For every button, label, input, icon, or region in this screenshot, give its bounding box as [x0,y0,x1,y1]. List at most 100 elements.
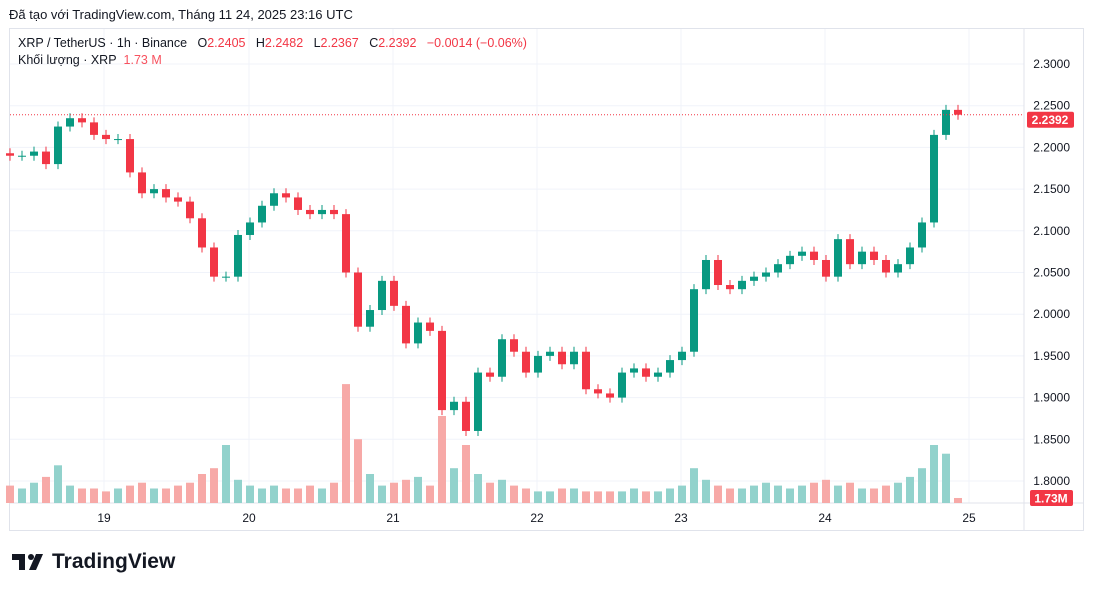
volume-bar [510,485,518,503]
volume-bar [822,479,830,503]
volume-bar [30,482,38,503]
volume-bar [162,488,170,503]
candle-body [498,339,506,377]
candle-body [54,126,62,165]
candle-body [378,280,386,311]
volume-bar [366,474,374,503]
x-tick-label: 20 [242,511,256,525]
candle-body [606,393,614,398]
volume-bar [606,491,614,503]
x-tick-label: 19 [97,511,111,525]
volume-bar [546,491,554,503]
candle-body [318,209,326,215]
candle-body [234,234,242,277]
volume-bar [762,482,770,503]
volume-bar [558,488,566,503]
candle-body [906,247,914,265]
candle-body [894,264,902,273]
volume-bar [702,479,710,503]
open-label: O [197,36,208,50]
candle-body [126,139,134,173]
candle-body [390,280,398,306]
y-tick-label: 2.1000 [1033,224,1070,238]
y-tick-label: 2.1500 [1033,182,1070,196]
candle-body [642,368,650,377]
tradingview-logo[interactable]: TradingView [12,550,175,574]
chart-frame[interactable] [9,28,1084,531]
volume-bar [666,488,674,503]
volume-bar [678,485,686,503]
volume-bar [726,488,734,503]
volume-bar [498,479,506,503]
symbol-label[interactable]: XRP / TetherUS · 1h · Binance [18,36,188,50]
candle-body [402,305,410,344]
candle-body [546,351,554,356]
volume-bar [906,476,914,503]
last-price-label: 2.2392 [1032,113,1069,127]
candle-body [618,372,626,398]
low-value: 2.2367 [320,36,359,50]
volume-bar [942,453,950,503]
candle-body [426,322,434,331]
volume-bar [402,479,410,503]
candle-body [66,118,74,127]
y-tick-label: 1.9000 [1033,391,1070,405]
volume-bar [78,488,86,503]
x-tick-label: 25 [962,511,976,525]
volume-bar [330,482,338,503]
candle-body [450,401,458,411]
candle-body [42,151,50,165]
candle-body [558,351,566,365]
volume-bar [894,482,902,503]
high-value: 2.2482 [264,36,304,50]
candle-body [18,155,26,157]
volume-bar [450,468,458,503]
volume-bar [246,485,254,503]
volume-bar [654,491,662,503]
volume-bar [582,491,590,503]
volume-row: Khối lượng · XRP 1.73 M [18,52,527,69]
candle-body [90,122,98,135]
candle-body [834,239,842,277]
volume-bar [522,488,530,503]
change-value: −0.0014 (−0.06%) [426,36,527,50]
candle-body [198,218,206,248]
chart-legend: XRP / TetherUS · 1h · Binance O2.2405 H2… [18,35,527,69]
volume-bar [342,384,350,503]
candle-body [822,259,830,277]
x-tick-label: 23 [674,511,688,525]
volume-bar [102,491,110,503]
candle-body [462,401,470,431]
candle-body [474,372,482,431]
x-tick-label: 24 [818,511,832,525]
volume-bar [282,488,290,503]
candle-body [582,351,590,390]
volume-bar [42,476,50,503]
last-price-badge [1027,111,1074,128]
logo-text: TradingView [52,550,176,573]
volume-bar [150,488,158,503]
y-tick-label: 1.8000 [1033,474,1070,488]
candle-body [846,239,854,265]
volume-bar [750,485,758,503]
volume-bar [474,474,482,503]
volume-bar [390,482,398,503]
candle-body [294,197,302,210]
candle-body [114,139,122,141]
candle-body [798,251,806,256]
candle-body [270,193,278,206]
candle-body [342,214,350,273]
volume-bar [618,491,626,503]
high-label: H [255,36,265,50]
volume-bar [594,491,602,503]
open-value: 2.2405 [207,36,246,50]
candle-body [738,280,746,290]
x-tick-label: 21 [386,511,400,525]
x-tick-label: 22 [530,511,544,525]
candle-body [630,368,638,373]
volume-bar [6,485,14,503]
candle-body [102,134,110,140]
volume-bar [882,485,890,503]
candle-body [930,134,938,223]
